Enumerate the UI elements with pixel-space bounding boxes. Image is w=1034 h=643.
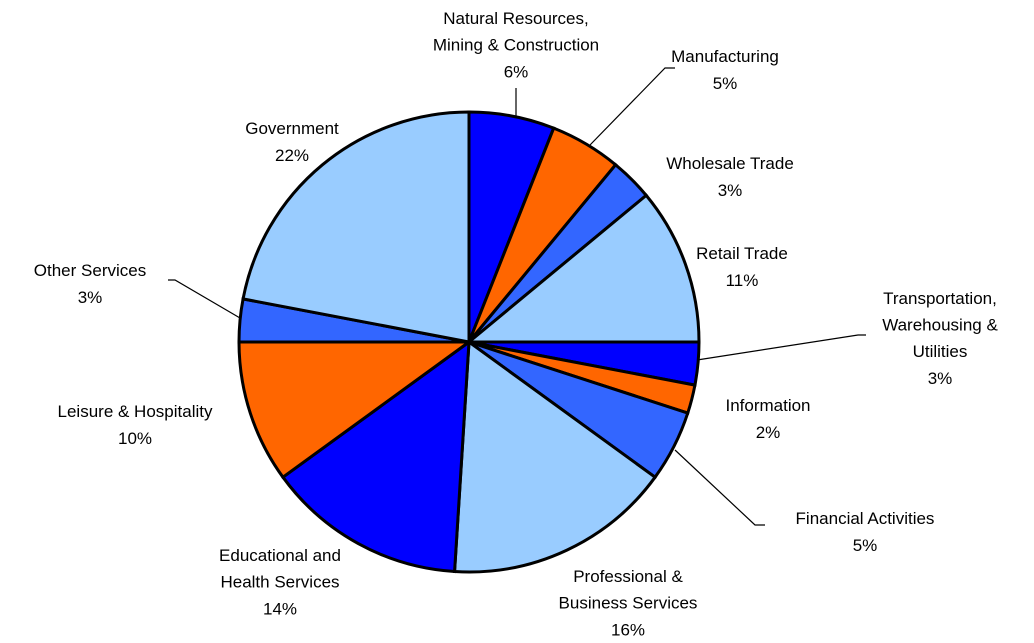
pie-slice: [237, 340, 474, 480]
slice-label: Information: [725, 396, 810, 415]
pie-slice: [241, 110, 471, 344]
pie-slice: [280, 338, 471, 574]
leader-line: [696, 334, 866, 361]
slice-value-label: 5%: [713, 74, 738, 93]
slice-label: Manufacturing: [671, 47, 779, 66]
slice-value-label: 10%: [118, 429, 152, 448]
slice-label: Natural Resources, Mining & Construction: [433, 9, 599, 55]
slice-value-label: 3%: [928, 369, 953, 388]
slice-value-label: 22%: [275, 146, 309, 165]
slice-label: Other Services: [34, 261, 146, 280]
slice-label: Transportation, Warehousing & Utilities: [882, 289, 998, 361]
slice-label: Professional & Business Services: [559, 567, 698, 613]
slice-value-label: 11%: [726, 271, 759, 290]
leader-line: [168, 279, 241, 319]
slice-label: Financial Activities: [796, 509, 935, 528]
slice-value-label: 16%: [611, 620, 645, 639]
slice-label: Leisure & Hospitality: [58, 402, 213, 421]
slice-label: Wholesale Trade: [666, 154, 794, 173]
slice-value-label: 6%: [504, 62, 529, 81]
slice-value-label: 14%: [263, 599, 297, 618]
slice-value-label: 2%: [756, 423, 781, 442]
pie-slice: [464, 193, 701, 344]
slice-value-label: 3%: [78, 288, 103, 307]
leader-line: [589, 67, 675, 146]
slice-label: Educational and Health Services: [219, 546, 341, 592]
leader-line: [674, 449, 765, 526]
slice-label: Government: [245, 119, 339, 138]
slice-value-label: 3%: [718, 181, 743, 200]
pie-slice: [452, 339, 658, 574]
slice-label: Retail Trade: [696, 244, 788, 263]
slice-value-label: 5%: [853, 536, 878, 555]
